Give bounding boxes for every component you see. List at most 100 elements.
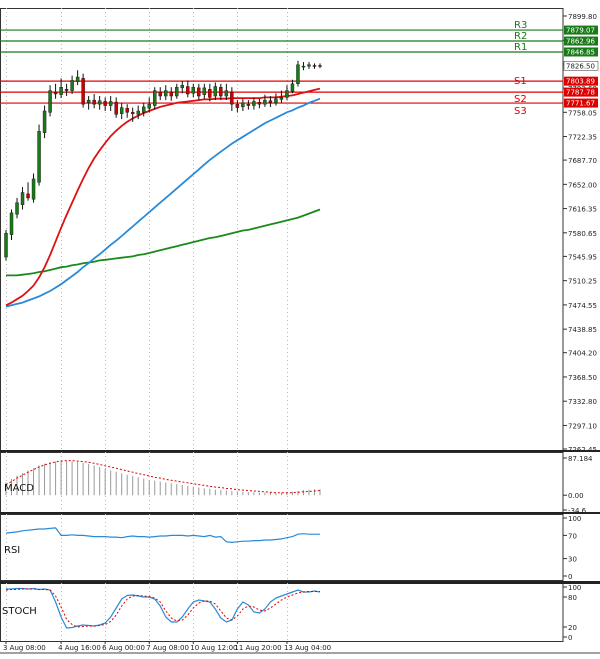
price-tick-label: 7722.35 — [568, 134, 597, 142]
macd-panel: MACD 87.184 0.00 -34.6 — [4, 455, 593, 515]
stoch-label: STOCH — [2, 606, 37, 617]
macd-signal-line — [5, 460, 321, 494]
candle-bull — [31, 178, 36, 200]
time-tick-label: 10 Aug 12:00 — [190, 644, 237, 652]
stoch-k-line — [6, 587, 321, 629]
stoch-tick-label: 20 — [568, 624, 577, 632]
sma20-line — [5, 87, 321, 307]
level-tag-label-r3: 7879.07 — [566, 27, 595, 35]
panel-frames — [0, 8, 600, 654]
rsi-tick-label: 30 — [568, 556, 577, 564]
price-tick-label: 7616.35 — [568, 206, 597, 214]
candle-bull — [175, 86, 179, 97]
candle-bull — [15, 202, 19, 215]
rsi-line — [5, 527, 320, 544]
candle-bull — [59, 86, 63, 95]
rsi-panel: RSI 100 70 30 0 — [4, 515, 581, 581]
candle-bear — [81, 78, 85, 105]
stoch-d-line — [5, 588, 320, 628]
candle-bear — [235, 103, 240, 108]
level-tag-s1 — [564, 76, 598, 86]
moving-averages — [5, 87, 321, 308]
candle-bull — [191, 86, 196, 94]
candle-bull — [180, 84, 184, 89]
stoch-tick-label: 0 — [568, 634, 572, 642]
candle-bull — [42, 110, 47, 133]
time-tick-label: 4 Aug 16:00 — [58, 644, 101, 652]
level-name-s2: S2 — [514, 94, 527, 105]
candle-bull — [224, 90, 229, 97]
candle-bull — [48, 90, 52, 113]
sma50-line — [5, 97, 321, 308]
candle-bear — [169, 91, 173, 97]
candle-bear — [114, 101, 118, 115]
candle-bear — [186, 86, 190, 95]
main-panel-frame — [0, 8, 564, 451]
candle-bull — [108, 101, 113, 106]
level-name-r2: R2 — [514, 31, 527, 42]
price-tick-label: 7368.50 — [568, 374, 597, 382]
price-tick-label: 7404.20 — [568, 350, 597, 358]
candle-bull — [307, 64, 311, 67]
rsi-tick-label: 70 — [568, 532, 577, 540]
candle-bull — [119, 107, 124, 114]
macd-tick-label: -34.6 — [568, 507, 587, 515]
candle-bull — [142, 106, 146, 113]
time-tick-label: 7 Aug 08:00 — [146, 644, 189, 652]
price-tick-label: 7580.65 — [568, 230, 597, 238]
candle-bear — [64, 89, 69, 91]
level-tag-label-s2: 7787.78 — [566, 89, 595, 97]
candle-bear — [219, 86, 223, 97]
candle-bear — [257, 101, 262, 105]
price-tick-label: 7545.95 — [568, 253, 597, 261]
level-tag-s3 — [564, 98, 598, 108]
candle-bear — [103, 101, 107, 106]
candle-bull — [37, 131, 41, 183]
price-tick-label: 7758.05 — [568, 109, 597, 117]
grid-lines — [6, 8, 288, 641]
candle-bull — [153, 90, 157, 106]
level-tag-label-r2: 7862.96 — [566, 38, 595, 46]
candle-bull — [301, 65, 306, 68]
candle-bull — [263, 99, 267, 105]
candle-bear — [312, 65, 317, 67]
stoch-tick-label: 100 — [568, 584, 581, 592]
time-tick-label: 3 Aug 08:00 — [3, 644, 46, 652]
candle-bear — [158, 91, 162, 97]
rsi-tick-label: 100 — [568, 515, 581, 523]
level-name-s3: S3 — [514, 106, 527, 117]
current-price-label: 7826.50 — [566, 62, 595, 70]
candle-bull — [285, 90, 289, 98]
candle-bull — [296, 64, 300, 85]
candle-bull — [164, 90, 168, 97]
time-axis: 3 Aug 08:00 4 Aug 16:00 6 Aug 00:00 7 Aug 0… — [3, 641, 331, 652]
price-tick-label: 7438.85 — [568, 326, 597, 334]
price-tick-label: 7510.25 — [568, 278, 597, 286]
macd-tick-label: 87.184 — [568, 455, 593, 463]
level-tag-r1 — [564, 47, 598, 57]
price-tick-label: 7332.80 — [568, 398, 597, 406]
candle-bear — [26, 193, 30, 199]
time-tick-label: 6 Aug 00:00 — [102, 644, 145, 652]
candle-bear — [53, 91, 58, 95]
current-price-tag — [563, 61, 599, 71]
candle-bull — [241, 102, 245, 108]
macd-tick-label: 0.00 — [568, 492, 584, 500]
level-tag-label-s1: 7803.89 — [566, 78, 595, 86]
level-name-r1: R1 — [514, 42, 527, 53]
price-tick-label: 7297.10 — [568, 422, 597, 430]
price-tick-label: 7262.45 — [568, 446, 597, 454]
candle-bull — [279, 97, 284, 100]
level-tag-label-s3: 7771.67 — [566, 100, 595, 108]
level-tag-s2 — [564, 87, 598, 97]
sma200-line — [6, 208, 321, 277]
candle-bull — [9, 212, 14, 235]
candle-bull — [213, 86, 218, 97]
rsi-tick-label: 0 — [568, 573, 572, 581]
time-tick-label: 11 Aug 20:00 — [234, 644, 281, 652]
candle-bull — [20, 192, 25, 205]
candle-bull — [202, 87, 207, 95]
candle-bull — [290, 83, 295, 92]
level-tag-label-r1: 7846.85 — [566, 48, 595, 56]
